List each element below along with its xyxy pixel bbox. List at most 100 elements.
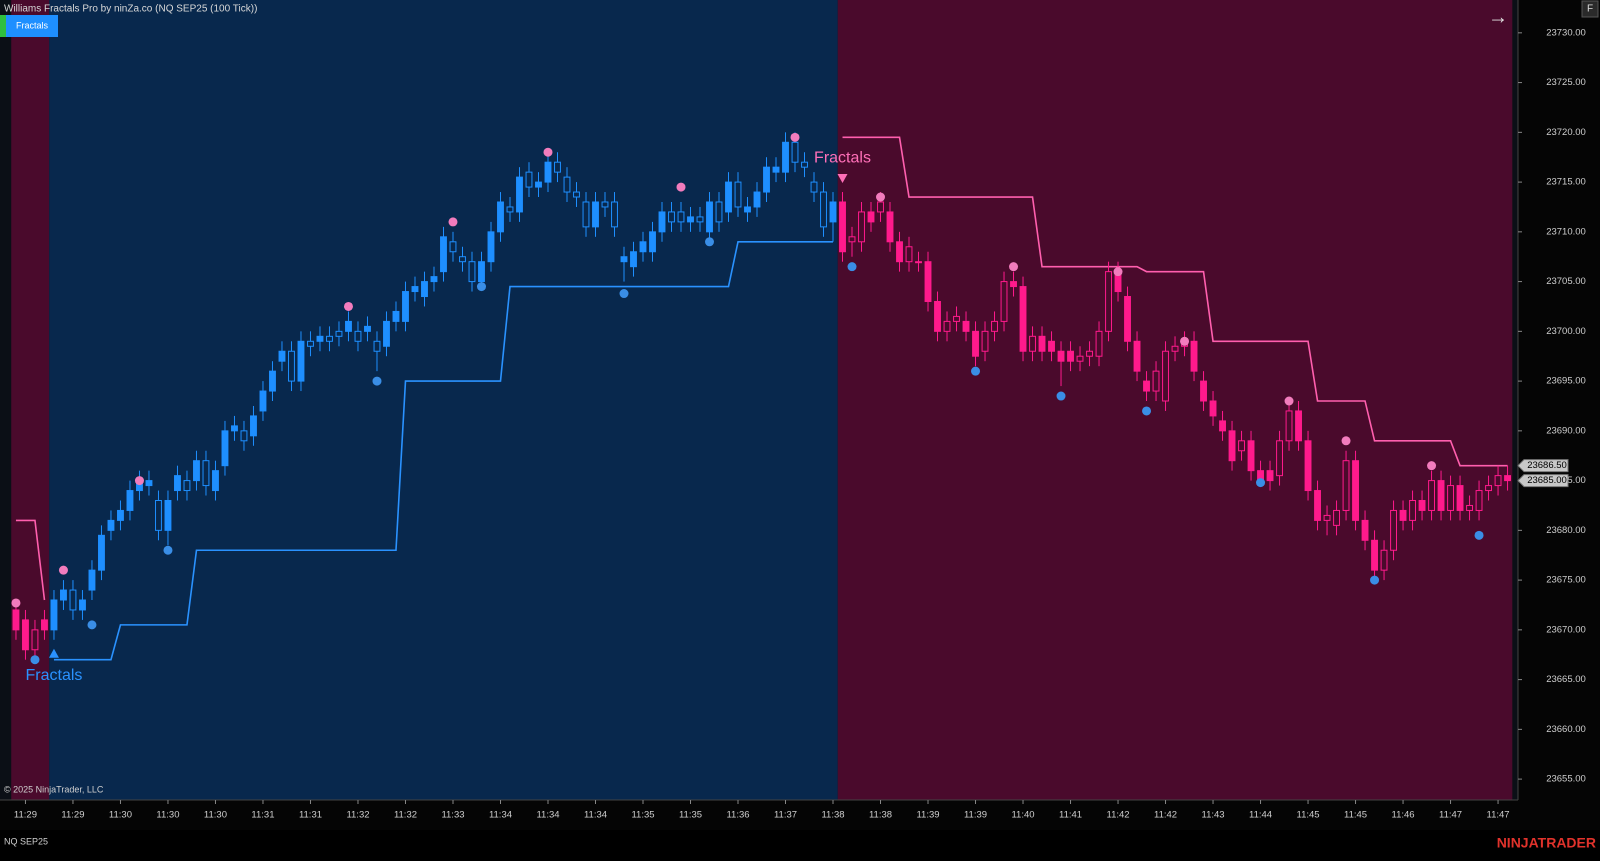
copyright: © 2025 NinjaTrader, LLC	[4, 784, 104, 794]
x-tick-label: 11:35	[679, 810, 702, 821]
candle-body	[145, 480, 153, 487]
y-tick-label: 23690.00	[1546, 425, 1586, 436]
candle-body	[221, 430, 229, 467]
candle-body	[1219, 420, 1226, 432]
candle-body	[943, 320, 951, 332]
x-tick-label: 11:35	[631, 810, 654, 821]
candle-body	[858, 211, 865, 243]
x-tick-label: 11:40	[1011, 810, 1034, 821]
candle-body	[259, 390, 267, 412]
candle-body	[601, 201, 609, 208]
candle-body	[677, 211, 685, 223]
y-tick-label: 23665.00	[1546, 674, 1586, 685]
candle-body	[1333, 509, 1340, 526]
candle-body	[60, 589, 67, 601]
x-tick-label: 11:34	[584, 810, 607, 821]
candle-body	[69, 589, 77, 611]
regime-backgrounds	[11, 0, 1513, 800]
candle-body	[924, 261, 932, 302]
candle-body	[307, 340, 314, 347]
fractal-high	[1284, 396, 1294, 406]
candle-body	[1466, 504, 1473, 511]
candle-body	[1304, 440, 1312, 492]
y-tick-label: 23715.00	[1546, 177, 1586, 188]
x-tick-label: 11:29	[14, 810, 37, 821]
corner-button-label[interactable]: F	[1587, 4, 1593, 15]
x-tick-label: 11:34	[536, 810, 559, 821]
candle-body	[411, 286, 419, 293]
fractal-low	[476, 282, 486, 292]
x-tick-label: 11:34	[489, 810, 512, 821]
candle-body	[497, 201, 504, 233]
last-price-tag	[1517, 459, 1569, 473]
candle-body	[373, 340, 381, 352]
candle-body	[478, 261, 485, 283]
candle-body	[934, 300, 941, 332]
candle-body	[297, 340, 305, 382]
candle-body	[1143, 380, 1150, 392]
instrument-label: NQ SEP25	[4, 836, 48, 846]
candle-body	[592, 201, 599, 228]
candle-body	[772, 166, 780, 173]
candle-body	[117, 509, 124, 521]
indicator-tab-label[interactable]: Fractals	[16, 20, 49, 30]
fractal-low	[705, 237, 715, 247]
fractal-high	[1113, 267, 1123, 277]
fractal-high	[343, 301, 353, 311]
candle-body	[402, 291, 409, 322]
x-tick-label: 11:38	[821, 810, 844, 821]
x-tick-label: 11:29	[61, 810, 84, 821]
fractal-high	[1427, 461, 1437, 471]
candle-body	[1371, 539, 1378, 571]
candle-body	[877, 201, 884, 213]
x-tick-label: 11:30	[204, 810, 227, 821]
candle-body	[1057, 350, 1065, 362]
last-price-label: 23685.00	[1527, 475, 1567, 486]
indicator-tab[interactable]	[6, 15, 58, 37]
candle-body	[782, 141, 789, 173]
candle-body	[1504, 475, 1511, 482]
corner-button[interactable]	[1581, 0, 1599, 18]
x-tick-label: 11:47	[1439, 810, 1462, 821]
candle-body	[867, 211, 875, 223]
fractal-low	[1056, 391, 1066, 401]
candle-body	[763, 166, 770, 193]
scroll-arrow[interactable]: →	[1488, 6, 1508, 28]
time-axis	[0, 800, 1518, 830]
candle-body	[487, 231, 495, 263]
fractal-low	[1256, 478, 1266, 488]
candle-body	[753, 191, 761, 208]
candle-body	[620, 256, 628, 263]
candle-body	[326, 335, 333, 342]
y-tick-label: 23675.00	[1546, 575, 1586, 586]
fractal-low	[1142, 406, 1152, 416]
candle-body	[202, 460, 210, 487]
candle-body	[240, 430, 248, 442]
candle-body	[1152, 370, 1160, 392]
y-tick-label: 23720.00	[1546, 127, 1586, 138]
candle-body	[1000, 281, 1008, 322]
candle-body	[98, 534, 105, 571]
fractal-high	[876, 192, 886, 202]
candle-body	[1342, 460, 1350, 511]
candle-body	[1133, 340, 1141, 372]
signal-arrow	[837, 174, 848, 184]
x-tick-label: 11:39	[916, 810, 939, 821]
status-indicator	[0, 15, 6, 37]
candle-body	[829, 201, 837, 223]
candle-body	[164, 499, 172, 531]
candle-body	[449, 241, 457, 253]
candle-body	[1276, 440, 1283, 477]
candle-body	[354, 330, 362, 342]
candle-body	[820, 191, 827, 228]
candle-body	[383, 320, 390, 347]
candle-body	[1428, 480, 1435, 511]
y-tick-label: 23695.00	[1546, 376, 1586, 387]
candle-body	[1038, 335, 1046, 352]
fractal-high	[1180, 336, 1190, 346]
candle-body	[715, 201, 723, 223]
candle-body	[544, 161, 552, 183]
candle-body	[31, 629, 39, 651]
candle-body	[972, 330, 979, 357]
fractal-high	[448, 217, 458, 227]
